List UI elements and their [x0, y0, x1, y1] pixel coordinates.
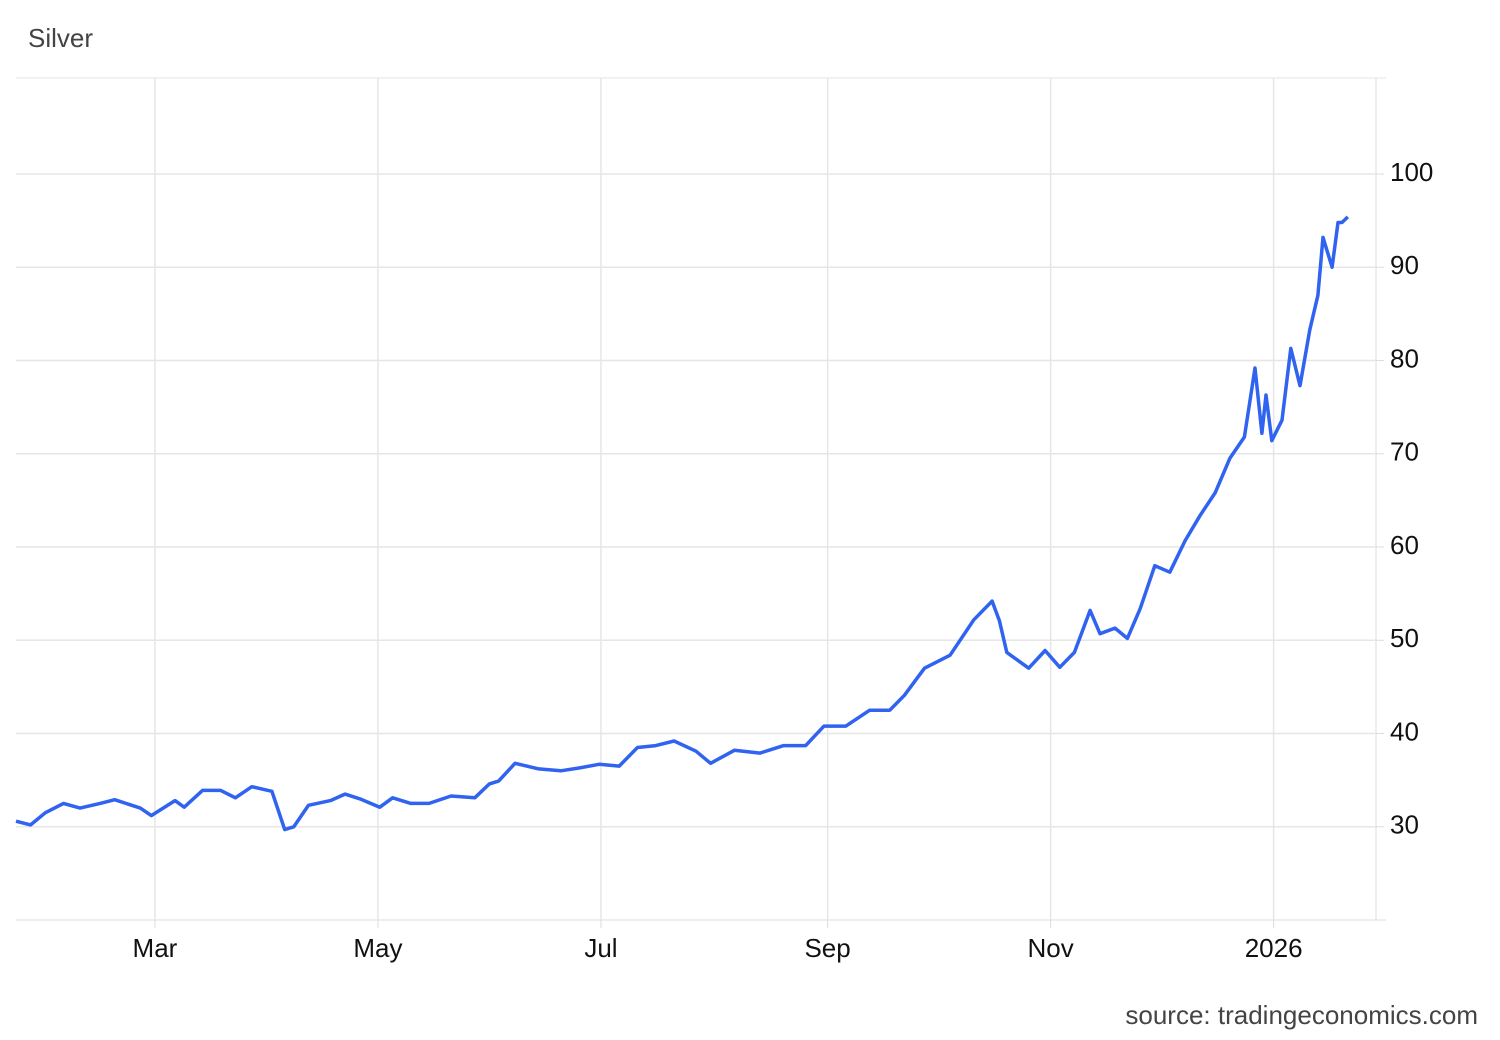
x-tick-label: Mar: [133, 933, 178, 963]
y-tick-label: 30: [1390, 810, 1419, 840]
y-tick-label: 50: [1390, 623, 1419, 653]
y-tick-label: 100: [1390, 157, 1433, 187]
y-tick-label: 70: [1390, 437, 1419, 467]
x-tick-label: Nov: [1027, 933, 1073, 963]
source: source: tradingeconomics.com: [1125, 1000, 1478, 1030]
x-tick-label: May: [353, 933, 402, 963]
x-tick-label: Sep: [804, 933, 850, 963]
y-tick-label: 90: [1390, 250, 1419, 280]
x-tick-label: 2026: [1245, 933, 1303, 963]
y-tick-label: 40: [1390, 716, 1419, 746]
chart-title: Silver: [28, 23, 93, 53]
y-tick-label: 80: [1390, 343, 1419, 373]
y-tick-label: 60: [1390, 530, 1419, 560]
x-tick-label: Jul: [584, 933, 617, 963]
price-line: [15, 215, 1350, 832]
